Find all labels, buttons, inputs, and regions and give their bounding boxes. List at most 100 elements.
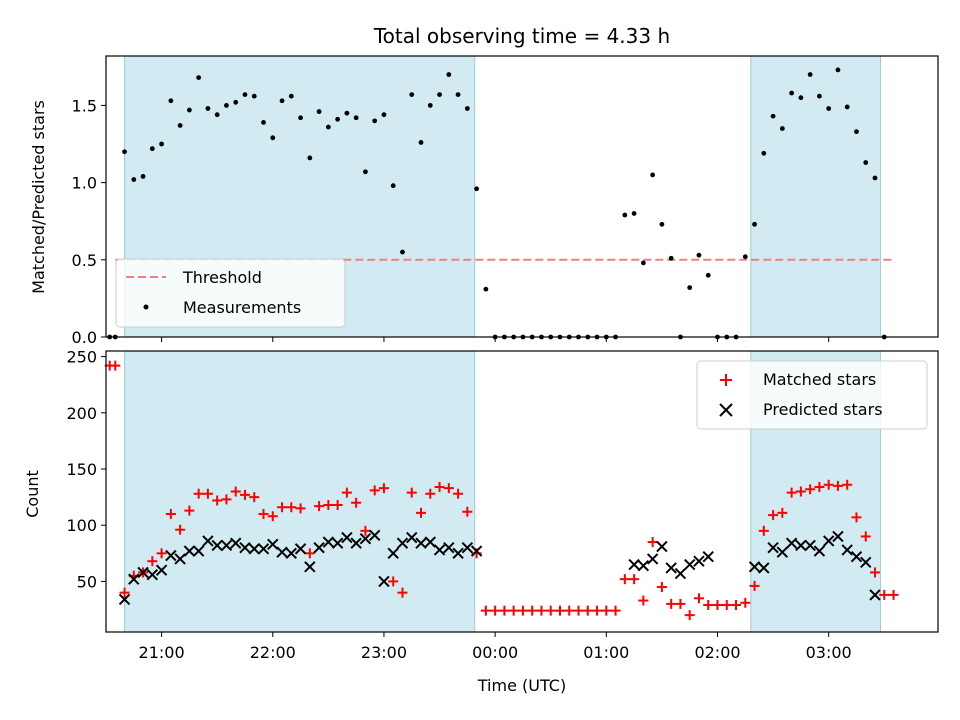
matched-legend-swatch bbox=[720, 374, 732, 386]
matched-point bbox=[731, 600, 742, 611]
matched-point bbox=[490, 605, 501, 616]
matched-point bbox=[277, 502, 288, 513]
matched-point bbox=[768, 510, 779, 521]
predicted-point bbox=[813, 545, 826, 557]
top-axes-frame bbox=[105, 55, 939, 338]
matched-point bbox=[610, 605, 621, 616]
matched-point bbox=[462, 506, 473, 517]
predicted-point bbox=[331, 537, 344, 549]
matched-point bbox=[536, 605, 547, 616]
threshold-legend-label: Threshold bbox=[182, 268, 262, 287]
matched-point bbox=[582, 605, 593, 616]
matched-point bbox=[508, 605, 519, 616]
y-tick-label: 1.0 bbox=[72, 174, 97, 193]
predicted-point bbox=[758, 562, 770, 574]
measurement-point bbox=[446, 72, 452, 77]
matched-point bbox=[832, 480, 843, 491]
matched-point bbox=[119, 587, 130, 598]
measurement-point bbox=[205, 106, 211, 111]
predicted-point bbox=[795, 539, 807, 552]
bottom-legend-box bbox=[696, 360, 928, 430]
predicted-point bbox=[230, 537, 242, 549]
matched-point bbox=[351, 497, 362, 508]
matched-point bbox=[378, 483, 389, 494]
predicted-legend-swatch bbox=[719, 403, 733, 417]
matched-point bbox=[749, 580, 760, 591]
matched-point bbox=[239, 489, 250, 500]
measurement-point bbox=[168, 98, 174, 104]
predicted-point bbox=[396, 537, 409, 549]
predicted-point bbox=[656, 540, 668, 553]
predicted-point bbox=[841, 544, 853, 556]
predicted-point bbox=[461, 541, 474, 554]
matched-point bbox=[666, 598, 677, 609]
measurement-point bbox=[251, 93, 257, 99]
matched-legend-label: Matched stars bbox=[763, 370, 876, 389]
predicted-point bbox=[804, 539, 816, 552]
measurement-point bbox=[455, 92, 461, 97]
predicted-point bbox=[628, 558, 640, 571]
predicted-point bbox=[267, 538, 279, 551]
y-tick-label: 200 bbox=[66, 404, 97, 423]
predicted-point bbox=[248, 543, 260, 555]
measurement-point bbox=[798, 95, 804, 101]
y-tick-label: 0.5 bbox=[72, 251, 97, 270]
predicted-point bbox=[452, 547, 464, 560]
predicted-point bbox=[257, 543, 270, 555]
matched-point bbox=[740, 597, 751, 608]
matched-point bbox=[175, 524, 186, 535]
measurement-point bbox=[224, 103, 229, 108]
matched-point bbox=[110, 360, 121, 371]
measurement-point bbox=[631, 211, 637, 216]
measurement-point bbox=[437, 92, 442, 97]
predicted-point bbox=[211, 539, 223, 552]
matched-point bbox=[406, 487, 417, 498]
matched-point bbox=[267, 511, 278, 522]
measurement-point bbox=[807, 72, 813, 77]
matched-point bbox=[573, 605, 584, 616]
matched-point bbox=[165, 508, 176, 519]
matched-point bbox=[545, 605, 556, 616]
predicted-point bbox=[146, 568, 159, 581]
measurement-point bbox=[233, 99, 239, 105]
matched-point bbox=[795, 486, 806, 497]
predicted-point bbox=[869, 589, 881, 601]
measurement-point bbox=[186, 107, 192, 113]
matched-point bbox=[786, 487, 797, 498]
measurement-point bbox=[316, 109, 322, 114]
measurement-point bbox=[390, 183, 396, 189]
top-x-ticks bbox=[161, 337, 830, 342]
top-legend: Threshold Measurements bbox=[115, 258, 346, 328]
measurement-point bbox=[279, 98, 285, 104]
x-axis-label: Time (UTC) bbox=[477, 676, 566, 695]
matched-point bbox=[202, 488, 213, 499]
measurement-point bbox=[817, 93, 822, 99]
predicted-point bbox=[443, 541, 455, 554]
measurement-point bbox=[761, 150, 767, 156]
matched-point bbox=[619, 574, 630, 585]
matched-point bbox=[221, 494, 232, 505]
matched-point bbox=[592, 605, 603, 616]
predicted-point bbox=[359, 533, 372, 545]
matched-point bbox=[869, 567, 880, 578]
measurements-legend-label: Measurements bbox=[183, 298, 301, 317]
y-tick-label: 100 bbox=[66, 516, 97, 535]
bottom-legend: Matched stars Predicted stars bbox=[696, 360, 928, 430]
matched-point bbox=[564, 605, 575, 616]
x-tick-label: 03:00 bbox=[806, 643, 852, 662]
predicted-point bbox=[767, 541, 779, 554]
measurement-point bbox=[770, 113, 776, 119]
predicted-point bbox=[341, 531, 353, 544]
x-tick-label: 23:00 bbox=[361, 643, 407, 662]
predicted-point bbox=[183, 545, 196, 557]
measurement-point bbox=[826, 106, 832, 111]
matched-point bbox=[295, 503, 306, 514]
bottom-shaded-intervals bbox=[124, 350, 882, 633]
measurement-point bbox=[779, 126, 785, 131]
measurement-point bbox=[650, 172, 656, 178]
predicted-point bbox=[415, 537, 427, 549]
predicted-point bbox=[424, 536, 436, 548]
top-legend-box bbox=[115, 258, 346, 328]
matched-point bbox=[629, 574, 640, 585]
